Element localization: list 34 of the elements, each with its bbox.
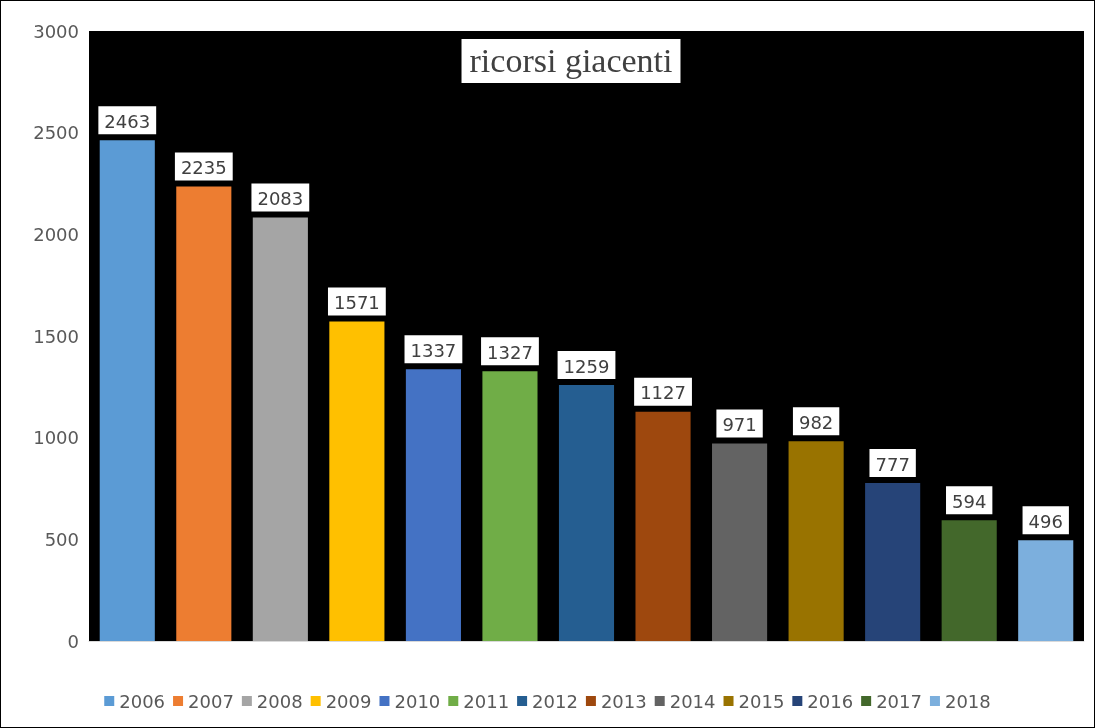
y-tick-label: 0 bbox=[67, 630, 79, 652]
y-tick-label: 3000 bbox=[33, 20, 79, 42]
legend-label: 2018 bbox=[944, 690, 991, 712]
data-label: 2235 bbox=[180, 157, 227, 179]
legend-label: 2014 bbox=[669, 690, 716, 712]
data-label: 594 bbox=[952, 490, 987, 512]
chart-title: ricorsi giacenti bbox=[469, 41, 673, 79]
y-tick-label: 1500 bbox=[33, 325, 79, 347]
legend-label: 2007 bbox=[188, 690, 234, 712]
legend-label: 2006 bbox=[119, 690, 166, 712]
legend-label: 2013 bbox=[600, 690, 647, 712]
legend-label: 2009 bbox=[325, 690, 372, 712]
y-tick-label: 1000 bbox=[33, 427, 79, 449]
data-label: 1327 bbox=[487, 341, 533, 363]
data-label: 777 bbox=[875, 453, 910, 475]
data-label: 982 bbox=[798, 411, 834, 433]
data-label: 2083 bbox=[257, 187, 304, 209]
legend-label: 2016 bbox=[807, 690, 854, 712]
legend-label: 2017 bbox=[876, 690, 922, 712]
data-label: 496 bbox=[1028, 510, 1063, 532]
legend-label: 2012 bbox=[532, 690, 578, 712]
legend-label: 2008 bbox=[256, 690, 303, 712]
legend-label: 2011 bbox=[463, 690, 510, 712]
data-label: 1259 bbox=[563, 355, 610, 377]
data-label: 1337 bbox=[410, 339, 457, 361]
y-tick-label: 2500 bbox=[33, 122, 79, 144]
legend-label: 2015 bbox=[738, 690, 785, 712]
y-tick-label: 500 bbox=[44, 528, 79, 550]
data-label: 971 bbox=[722, 414, 757, 436]
y-tick-label: 2000 bbox=[33, 223, 79, 245]
data-label: 1127 bbox=[640, 382, 686, 404]
legend-label: 2010 bbox=[394, 690, 441, 712]
data-label: 1571 bbox=[333, 292, 380, 314]
data-label: 2463 bbox=[104, 110, 151, 132]
